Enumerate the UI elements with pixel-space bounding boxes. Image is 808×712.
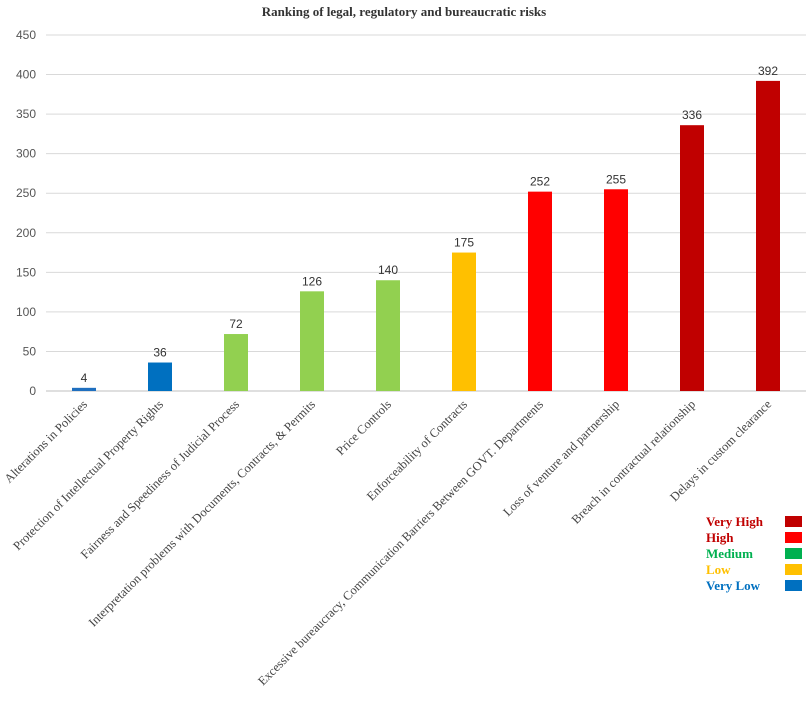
legend-label: Very Low <box>706 578 761 593</box>
legend-swatch <box>785 580 802 591</box>
legend-swatch <box>785 564 802 575</box>
x-tick-label: Excessive bureaucracy, Communication Bar… <box>255 397 546 688</box>
legend-label: Medium <box>706 546 753 561</box>
y-tick-label: 400 <box>16 68 36 82</box>
data-label: 252 <box>530 175 550 189</box>
x-tick-label: Fairness and Speediness of Judicial Proc… <box>78 397 242 561</box>
data-label: 175 <box>454 236 474 250</box>
y-tick-label: 100 <box>16 305 36 319</box>
legend-label: High <box>706 530 734 545</box>
data-label: 4 <box>81 371 88 385</box>
legend-label: Low <box>706 562 731 577</box>
x-tick-label: Breach in contractual relationship <box>569 397 698 526</box>
y-tick-label: 300 <box>16 147 36 161</box>
x-tick-label: Price Controls <box>333 397 394 458</box>
chart-title: Ranking of legal, regulatory and bureauc… <box>262 4 546 19</box>
bar <box>756 80 780 391</box>
bars <box>72 80 780 391</box>
legend-label: Very High <box>706 514 764 529</box>
y-tick-label: 0 <box>29 384 36 398</box>
data-label: 72 <box>229 317 243 331</box>
y-tick-label: 200 <box>16 226 36 240</box>
x-tick-label: Alterations in Policies <box>2 397 91 486</box>
bar <box>376 280 400 391</box>
gridlines <box>46 34 806 392</box>
data-label: 140 <box>378 263 398 277</box>
bar <box>224 334 248 391</box>
y-tick-label: 50 <box>23 344 37 358</box>
data-label: 336 <box>682 108 702 122</box>
legend-swatch <box>785 516 802 527</box>
y-axis-ticks: 0 50 100 150 200 250 300 350 400 450 <box>16 28 36 398</box>
bar <box>604 189 628 391</box>
data-labels: 4 36 72 126 140 175 252 255 336 392 <box>81 64 779 385</box>
bar <box>452 252 476 391</box>
data-label: 392 <box>758 64 778 78</box>
y-tick-label: 150 <box>16 265 36 279</box>
bar <box>148 362 172 391</box>
y-tick-label: 350 <box>16 107 36 121</box>
bar <box>72 387 96 391</box>
bar <box>680 125 704 391</box>
y-tick-label: 450 <box>16 28 36 42</box>
bar <box>528 191 552 391</box>
legend-swatch <box>785 532 802 543</box>
x-tick-label: Protection of Intellectual Property Righ… <box>10 397 166 553</box>
data-label: 255 <box>606 172 626 186</box>
legend-swatch <box>785 548 802 559</box>
data-label: 126 <box>302 274 322 288</box>
bar <box>300 291 324 391</box>
y-tick-label: 250 <box>16 186 36 200</box>
data-label: 36 <box>153 346 167 360</box>
